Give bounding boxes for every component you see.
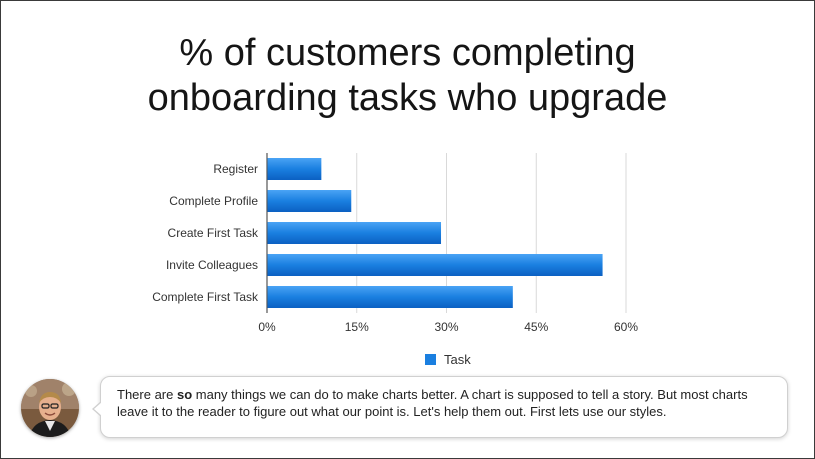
bar — [267, 254, 603, 276]
speaker-note-emphasis: so — [176, 387, 193, 402]
category-label: Invite Colleagues — [166, 258, 258, 272]
title-line-2: onboarding tasks who upgrade — [147, 77, 668, 119]
speaker-note-text-start: There are — [117, 387, 177, 402]
bar — [267, 190, 352, 212]
title-line-1: % of customers completing — [179, 32, 636, 74]
legend: Task — [425, 352, 471, 367]
speaker-note-text-rest: many things we can do to make charts bet… — [117, 387, 748, 419]
legend-swatch — [425, 354, 436, 365]
category-label: Create First Task — [168, 226, 259, 240]
category-label: Complete Profile — [169, 194, 258, 208]
bar — [267, 158, 322, 180]
slide-title: % of customers completing onboarding tas… — [1, 31, 814, 121]
person-avatar-icon — [21, 379, 79, 437]
x-tick-label: 60% — [614, 320, 638, 334]
legend-label: Task — [444, 352, 471, 367]
bar — [267, 286, 513, 308]
bar — [267, 222, 442, 244]
category-label: Register — [213, 162, 258, 176]
speaker-note-bubble: There are so many things we can do to ma… — [92, 376, 788, 438]
x-axis-ticks: 0% 15% 30% 45% 60% — [258, 320, 638, 334]
x-tick-label: 0% — [258, 320, 276, 334]
category-label: Complete First Task — [152, 290, 259, 304]
x-tick-label: 15% — [345, 320, 369, 334]
x-tick-label: 45% — [524, 320, 548, 334]
x-tick-label: 30% — [434, 320, 458, 334]
bar-chart: Register Complete Profile Create First Tas… — [152, 153, 638, 367]
category-labels: Register Complete Profile Create First Tas… — [152, 162, 259, 304]
bars — [267, 158, 603, 308]
